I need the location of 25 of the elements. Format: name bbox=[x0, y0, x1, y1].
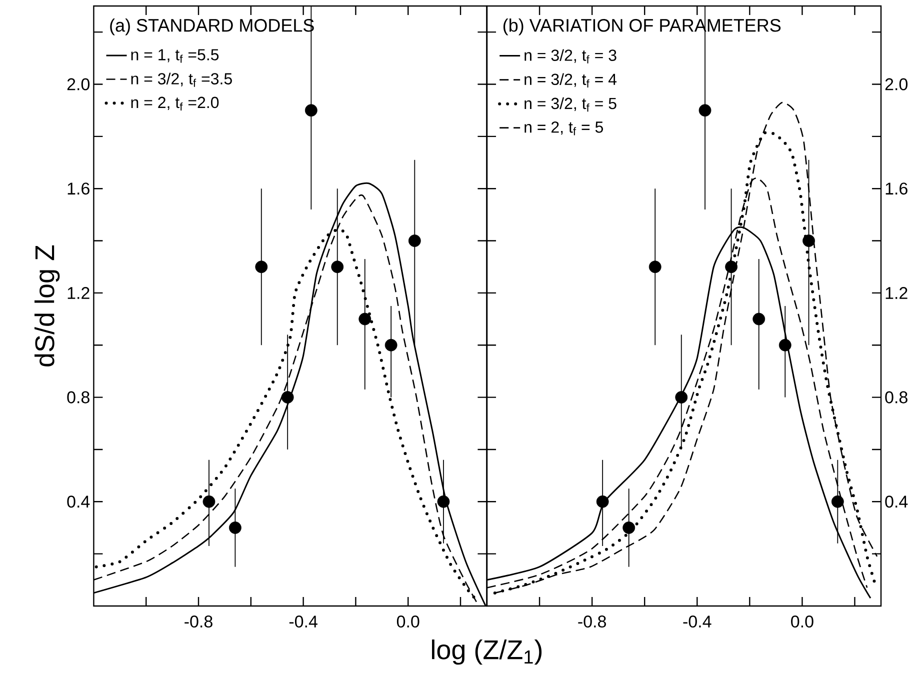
x-tick-label: -0.4 bbox=[289, 616, 318, 628]
x-tick-label: -0.8 bbox=[184, 616, 212, 628]
legend-label: n = 2, t$_{f}$ =2.0 bbox=[131, 96, 219, 111]
legend-label: n = 3/2, t$_{f}$ = 5 bbox=[524, 97, 616, 112]
y-tick-label: 1.2 bbox=[68, 287, 90, 299]
legend-label: n = 3/2, t$_{f}$ = 4 bbox=[524, 73, 617, 88]
x-tick-label: 0.0 bbox=[396, 616, 420, 628]
y-tick-label: 2.0 bbox=[885, 78, 908, 90]
x-tick-label: -0.8 bbox=[578, 616, 606, 628]
y-tick-label: 0.8 bbox=[885, 391, 908, 404]
y-tick-label: 0.8 bbox=[67, 391, 90, 404]
legend-label: n = 2, t$_{f}$ = 5 bbox=[524, 121, 603, 136]
y-tick-label: 1.2 bbox=[886, 287, 908, 299]
y-tick-label: 1.6 bbox=[68, 182, 90, 195]
y-tick-label: 2.0 bbox=[67, 78, 90, 90]
y-tick-label: 0.4 bbox=[67, 496, 90, 508]
y-tick-label: 0.4 bbox=[885, 496, 908, 508]
x-tick-label: -0.4 bbox=[683, 616, 712, 628]
legend-label: n = 1, t$_{f}$ =5.5 bbox=[131, 49, 219, 63]
x-axis-title: log (Z/Z$_{1}$) bbox=[432, 640, 542, 665]
legend-label: n = 3/2, t$_{f}$ =3.5 bbox=[131, 72, 232, 87]
x-tick-label: 0.0 bbox=[791, 616, 814, 628]
legend-label: n = 3/2, t$_{f}$ = 3 bbox=[524, 49, 616, 64]
y-axis-title: dS/d log Z bbox=[34, 245, 60, 366]
y-tick-label: 1.6 bbox=[886, 182, 908, 195]
